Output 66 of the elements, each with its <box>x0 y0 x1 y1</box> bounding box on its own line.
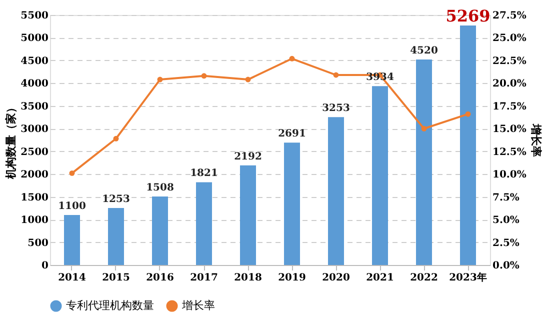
bar <box>372 86 388 265</box>
y-tick-label: 1000 <box>20 215 49 226</box>
x-tick-label: 2018 <box>234 272 262 284</box>
point <box>157 76 163 82</box>
data-label: 4520 <box>410 46 438 57</box>
bar <box>108 208 124 265</box>
x-tick-label: 2023年 <box>449 272 487 284</box>
data-label: 2192 <box>234 151 262 162</box>
y2-tick-label: 22.5% <box>492 56 527 67</box>
y2-tick-label: 25.0% <box>492 33 527 44</box>
point <box>421 126 427 132</box>
point <box>69 170 75 176</box>
data-label: 1253 <box>102 194 130 206</box>
y2-tick-label: 15.0% <box>492 124 527 136</box>
data-label: 1821 <box>190 168 218 180</box>
y-tick-label: 2500 <box>20 146 49 158</box>
x-tick-label: 2022 <box>410 272 438 284</box>
x-tick-label: 2016 <box>146 272 174 284</box>
y2-tick-label: 10.0% <box>492 170 527 181</box>
y-tick-label: 2000 <box>20 170 49 181</box>
y2-tick-label: 20.0% <box>492 78 527 90</box>
x-tick-label: 2017 <box>190 272 218 284</box>
y2-tick-label: 17.5% <box>492 101 527 112</box>
y-tick-label: 5000 <box>20 33 49 44</box>
y-tick-label: 3000 <box>20 124 49 136</box>
bar <box>240 165 256 265</box>
data-label: 2691 <box>278 128 306 140</box>
y2-tick-label: 7.5% <box>492 192 520 204</box>
bar <box>460 26 476 265</box>
data-label: 1508 <box>146 182 174 194</box>
x-tick-label: 2014 <box>58 272 86 284</box>
bar <box>284 142 300 265</box>
data-label: 3253 <box>322 103 350 114</box>
y-tick-label: 0 <box>42 260 49 272</box>
point <box>201 73 207 79</box>
y-tick-label: 5500 <box>20 10 49 22</box>
point <box>289 56 295 62</box>
point <box>333 72 339 78</box>
x-tick-label: 2021 <box>366 272 394 284</box>
y2-tick-label: 12.5% <box>492 146 527 158</box>
legend-label: 增长率 <box>181 299 215 312</box>
point <box>113 136 119 142</box>
data-label: 5269 <box>446 6 490 26</box>
y2-tick-label: 0.0% <box>492 260 520 272</box>
y-axis-title: 机构数量（家） <box>4 102 18 180</box>
y2-tick-label: 5.0% <box>492 215 520 226</box>
point <box>245 76 251 82</box>
bar <box>64 215 80 265</box>
y-tick-label: 3500 <box>20 101 49 112</box>
y-tick-label: 500 <box>28 238 49 249</box>
point <box>465 111 471 117</box>
x-tick-label: 2015 <box>102 272 130 284</box>
y-tick-label: 1500 <box>20 192 49 204</box>
y-tick-label: 4500 <box>20 56 49 67</box>
legend-label: 专利代理机构数量 <box>66 299 154 312</box>
y2-axis-title: 增长率 <box>529 123 542 157</box>
bar <box>328 117 344 265</box>
y-tick-label: 4000 <box>20 78 49 90</box>
bar <box>152 196 168 265</box>
x-tick-label: 2019 <box>278 272 306 284</box>
bar <box>416 60 432 265</box>
y2-tick-label: 27.5% <box>492 10 527 22</box>
x-tick-label: 2020 <box>322 272 350 284</box>
data-label: 1100 <box>58 201 86 212</box>
bar <box>196 182 212 265</box>
y2-tick-label: 2.5% <box>492 238 520 249</box>
